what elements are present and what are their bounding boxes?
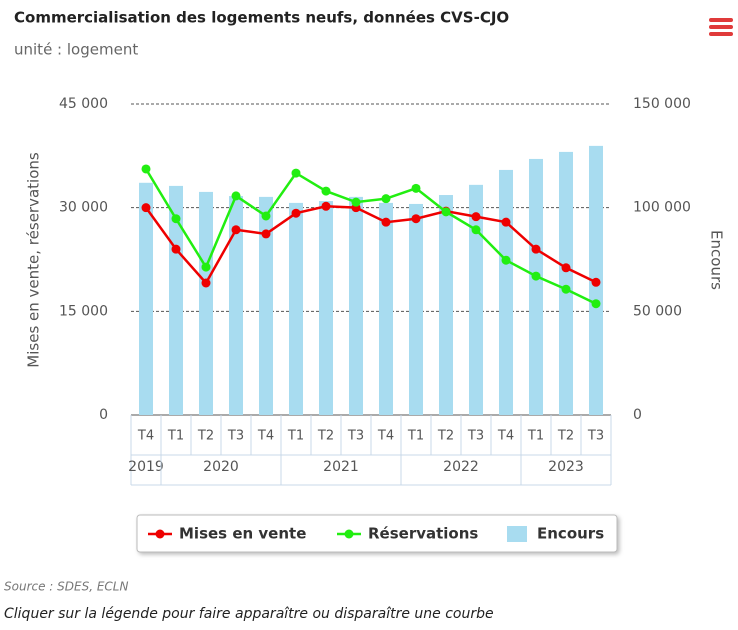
point — [411, 183, 421, 193]
point — [501, 255, 511, 265]
point — [441, 207, 451, 217]
legend-marker[interactable] — [344, 529, 354, 539]
x-group-label: 2022 — [443, 459, 479, 475]
point — [591, 299, 601, 309]
point — [261, 229, 271, 239]
line — [144, 168, 597, 305]
menu-bar — [709, 18, 733, 22]
x-tick-label: T3 — [467, 429, 484, 444]
chart-title: Commercialisation des logements neufs, d… — [14, 9, 509, 27]
point — [561, 263, 571, 273]
point — [321, 201, 331, 211]
legend-box — [136, 514, 618, 553]
x-tick-label: T4 — [137, 429, 154, 444]
legend-marker[interactable] — [507, 526, 527, 542]
point — [171, 244, 181, 254]
x-tick-label: T1 — [167, 429, 184, 444]
point — [471, 225, 481, 235]
bar — [139, 182, 153, 415]
bar — [259, 196, 273, 415]
x-group-label: 2019 — [128, 459, 164, 475]
menu-bar — [709, 32, 733, 36]
legend-label[interactable]: Encours — [537, 525, 604, 543]
point — [411, 214, 421, 224]
y-tick-label: 15 000 — [59, 303, 108, 319]
bar — [379, 202, 393, 415]
x-tick-label: T2 — [197, 429, 214, 444]
y2-tick-label: 150 000 — [633, 96, 691, 112]
line — [144, 205, 597, 286]
point — [381, 217, 391, 227]
point — [561, 284, 571, 294]
y2-tick-label: 50 000 — [633, 303, 682, 319]
bar — [439, 195, 453, 415]
x-tick-label: T1 — [407, 429, 424, 444]
x-tick-label: T4 — [497, 429, 514, 444]
point — [141, 203, 151, 213]
x-group-label: 2020 — [203, 459, 239, 475]
point — [231, 191, 241, 201]
x-tick-label: T1 — [287, 429, 304, 444]
point — [231, 225, 241, 235]
source: Source : SDES, ECLN — [4, 580, 128, 594]
note: Cliquer sur la légende pour faire appara… — [4, 606, 494, 622]
y-axis-title: Mises en vente, réservations — [25, 152, 43, 368]
point — [321, 186, 331, 196]
x-group-label: 2023 — [548, 459, 584, 475]
legend-label[interactable]: Réservations — [368, 525, 478, 543]
x-tick-label: T1 — [527, 429, 544, 444]
point — [351, 197, 361, 207]
point — [291, 168, 301, 178]
point — [531, 271, 541, 281]
x-tick-label: T3 — [227, 429, 244, 444]
bar — [199, 191, 213, 415]
point — [141, 164, 151, 174]
x-tick-label: T2 — [557, 429, 574, 444]
legend-label[interactable]: Mises en vente — [179, 525, 306, 543]
x-tick-label: T4 — [377, 429, 394, 444]
point — [291, 208, 301, 218]
menu-icon[interactable] — [709, 18, 733, 36]
point — [381, 194, 391, 204]
y-tick-label: 0 — [99, 407, 108, 423]
bar — [529, 158, 543, 415]
bar — [319, 201, 333, 415]
menu-bar — [709, 25, 733, 29]
x-tick-label: T4 — [257, 429, 274, 444]
bar — [499, 169, 513, 415]
y2-axis-title: Encours — [708, 230, 726, 290]
point — [201, 278, 211, 288]
point — [471, 212, 481, 222]
x-tick-label: T3 — [587, 429, 604, 444]
point — [171, 214, 181, 224]
chart-subtitle: unité : logement — [14, 41, 138, 59]
bar — [289, 202, 303, 415]
legend-marker[interactable] — [155, 529, 165, 539]
point — [261, 211, 271, 221]
bar — [469, 184, 483, 415]
point — [591, 277, 601, 287]
y2-tick-label: 100 000 — [633, 200, 691, 216]
y-tick-label: 30 000 — [59, 200, 108, 216]
bar — [349, 196, 363, 415]
point — [201, 262, 211, 272]
point — [501, 217, 511, 227]
x-tick-label: T3 — [347, 429, 364, 444]
bar — [409, 203, 423, 415]
x-tick-label: T2 — [437, 429, 454, 444]
bar — [229, 196, 243, 415]
point — [531, 244, 541, 254]
y-tick-label: 45 000 — [59, 96, 108, 112]
bar — [559, 151, 573, 416]
x-tick-label: T2 — [317, 429, 334, 444]
x-group-label: 2021 — [323, 459, 359, 475]
y2-tick-label: 0 — [633, 407, 642, 423]
